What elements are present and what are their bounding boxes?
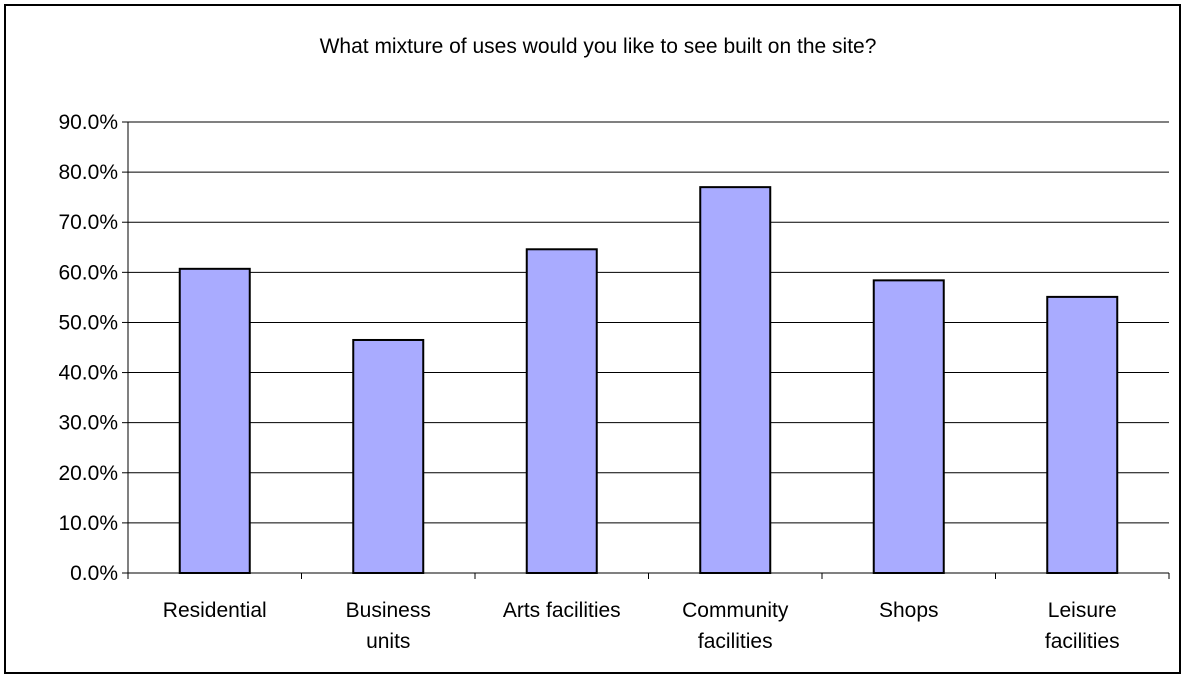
bars <box>178 186 1119 574</box>
bar <box>178 267 251 574</box>
y-tick-label: 30.0% <box>58 412 118 435</box>
y-tick-label: 20.0% <box>58 462 118 485</box>
y-tick-label: 90.0% <box>58 111 118 134</box>
y-tick-label: 0.0% <box>70 562 118 585</box>
y-tick-label: 10.0% <box>58 512 118 535</box>
bar <box>525 248 598 574</box>
y-tick-label: 50.0% <box>58 311 118 334</box>
bar <box>872 279 945 574</box>
y-tick-label: 70.0% <box>58 211 118 234</box>
bar <box>1046 295 1119 574</box>
y-tick-labels: 0.0% 10.0% 20.0% 30.0% 40.0% 50.0% 60.0% 70.0% 8… <box>58 111 118 585</box>
x-tick-label: Business <box>346 599 431 622</box>
x-tick-label: facilities <box>698 630 773 653</box>
bar <box>699 186 772 574</box>
x-tick-label: facilities <box>1045 630 1120 653</box>
chart-title: What mixture of uses would you like to s… <box>320 35 877 58</box>
x-tick-label: Arts facilities <box>503 599 621 622</box>
y-tick-label: 40.0% <box>58 362 118 385</box>
y-tick-label: 80.0% <box>58 161 118 184</box>
x-tick-label: Residential <box>163 599 267 622</box>
x-tick-labels: Residential Business units Arts facilities C… <box>163 599 1120 653</box>
x-tick-label: Shops <box>879 599 939 622</box>
y-tick-label: 60.0% <box>58 261 118 284</box>
bar <box>352 338 425 574</box>
axes <box>122 121 1170 579</box>
x-tick-label: Leisure <box>1048 599 1117 622</box>
x-tick-label: Community <box>682 599 789 622</box>
x-tick-label: units <box>366 630 410 653</box>
gridlines <box>128 121 1169 524</box>
